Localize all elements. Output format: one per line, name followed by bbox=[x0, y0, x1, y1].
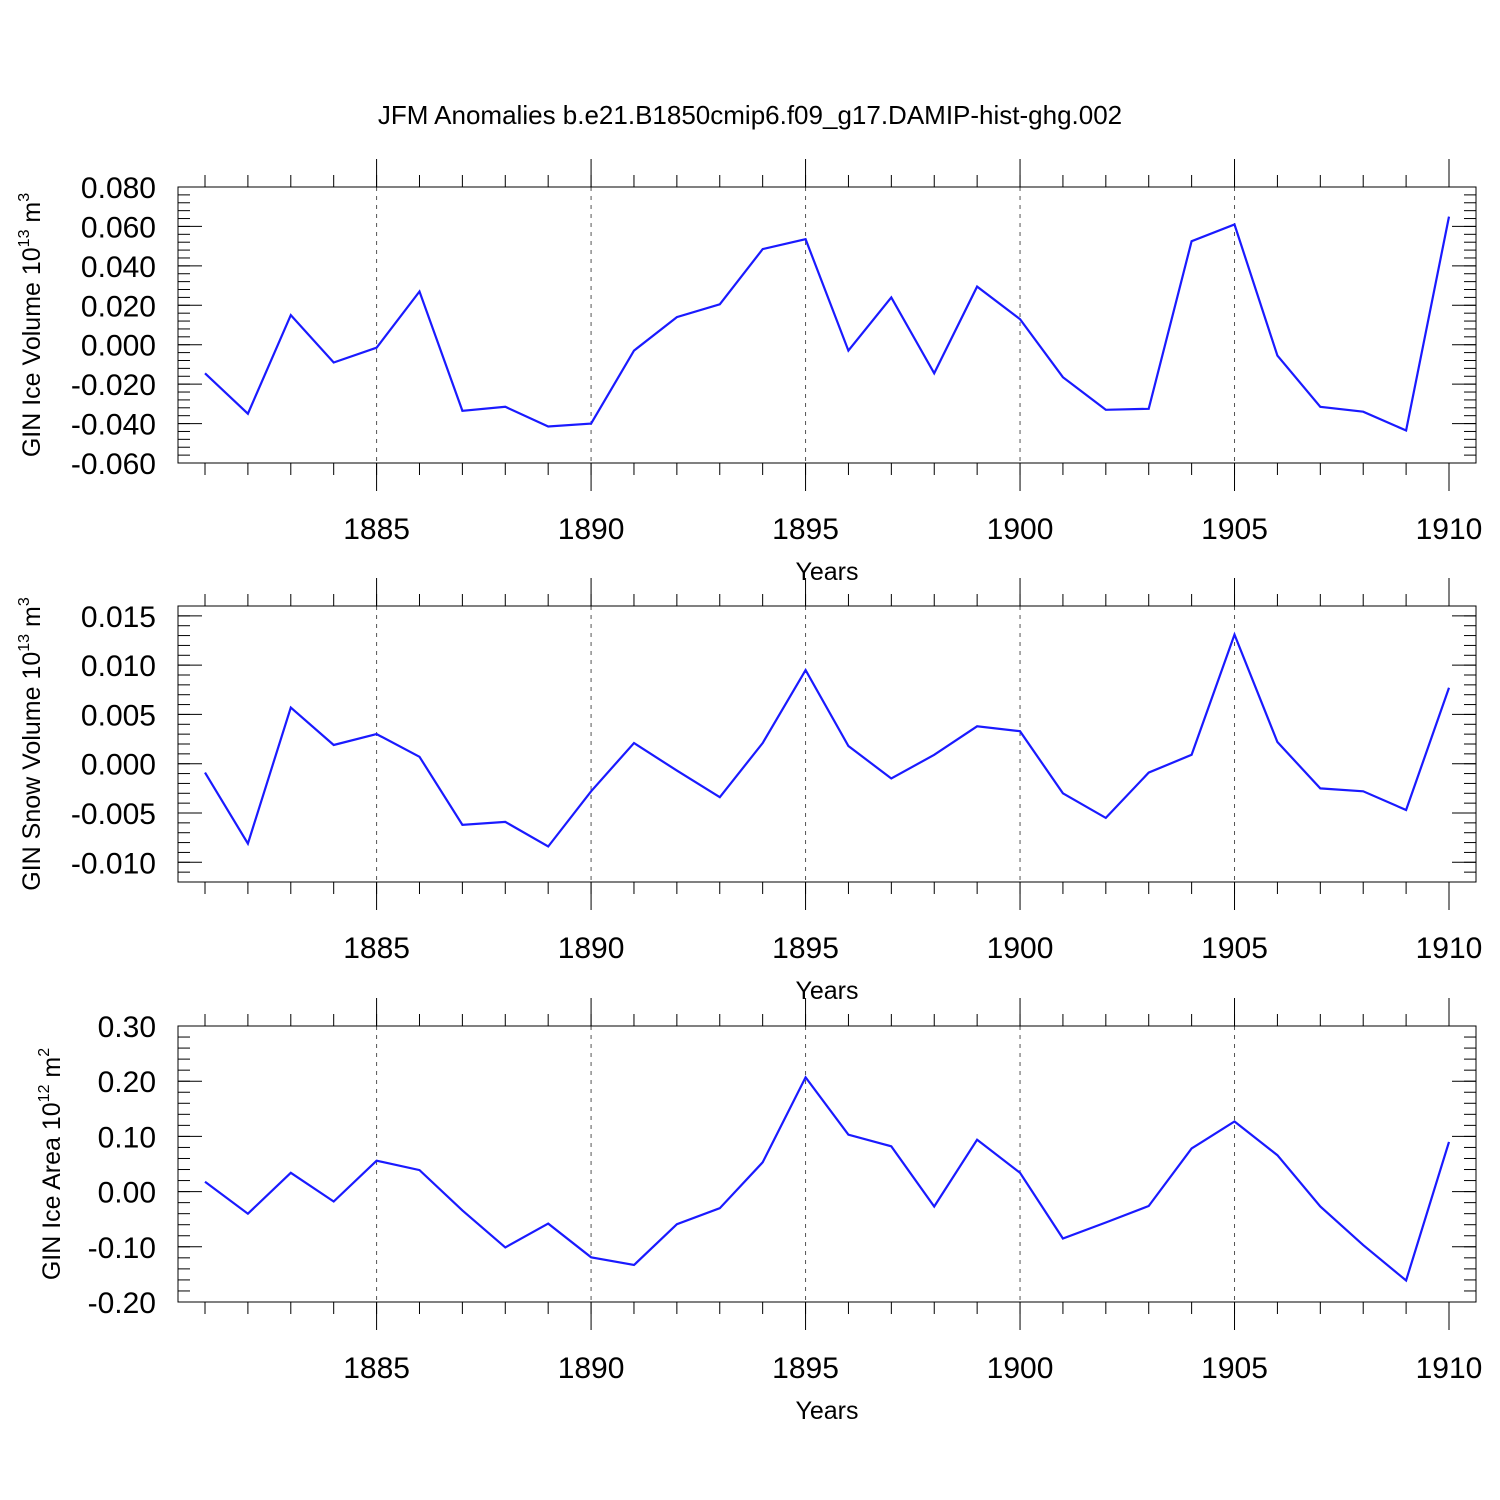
x-axis-title: Years bbox=[795, 1397, 858, 1425]
x-tick-label: 1905 bbox=[1201, 932, 1268, 965]
y-tick-label: -0.040 bbox=[71, 409, 156, 442]
y-tick-label: -0.020 bbox=[71, 369, 156, 402]
y-axis-title-unit-exponent: 3 bbox=[16, 193, 33, 202]
plot-frame bbox=[177, 186, 1477, 464]
x-tick-label: 1895 bbox=[772, 513, 839, 546]
y-axis-title-unit: m bbox=[38, 1057, 66, 1085]
y-tick-label: 0.020 bbox=[81, 290, 156, 323]
y-tick-label: 0.20 bbox=[98, 1066, 156, 1099]
x-axis-title: Years bbox=[795, 558, 858, 586]
y-tick-label: 0.00 bbox=[98, 1177, 156, 1210]
y-axis-title-main: GIN Ice Volume 10 bbox=[18, 247, 46, 457]
series-line bbox=[204, 631, 1451, 848]
plot-frame bbox=[177, 1025, 1477, 1303]
x-tick-label: 1895 bbox=[772, 932, 839, 965]
x-tick-label: 1885 bbox=[343, 932, 410, 965]
y-tick-label: 0.080 bbox=[81, 172, 156, 205]
y-axis-title-main: GIN Snow Volume 10 bbox=[18, 652, 46, 891]
snow-volume-panel: -0.010 -0.005 0.000 0.005 0.010 0.015 1885 1890… bbox=[16, 578, 1482, 1005]
x-tick-label: 1900 bbox=[987, 1352, 1054, 1385]
y-axis-title-exponent: 13 bbox=[16, 229, 33, 247]
x-tick-label: 1910 bbox=[1416, 932, 1483, 965]
y-tick-label: -0.10 bbox=[88, 1232, 156, 1265]
y-tick-label: 0.005 bbox=[81, 699, 156, 732]
y-tick-label: 0.015 bbox=[81, 601, 156, 634]
x-tick-label: 1900 bbox=[987, 513, 1054, 546]
x-tick-label: 1890 bbox=[558, 932, 625, 965]
x-tick-label: 1910 bbox=[1416, 513, 1483, 546]
ice-area-panel: -0.20 -0.10 0.00 0.10 0.20 0.30 1885 1890 1895 19… bbox=[36, 998, 1482, 1425]
y-axis-title-unit: m bbox=[18, 606, 46, 634]
y-axis-title-exponent: 13 bbox=[16, 634, 33, 652]
series-line bbox=[204, 216, 1451, 433]
y-axis-title: GIN Ice Area 1012 m2 bbox=[36, 1048, 66, 1280]
y-tick-label: 0.040 bbox=[81, 251, 156, 284]
x-tick-label: 1895 bbox=[772, 1352, 839, 1385]
x-tick-label: 1910 bbox=[1416, 1352, 1483, 1385]
x-tick-label: 1905 bbox=[1201, 513, 1268, 546]
plot-frame bbox=[177, 605, 1477, 883]
y-tick-label: 0.30 bbox=[98, 1011, 156, 1044]
y-axis-title-main: GIN Ice Area 10 bbox=[38, 1102, 66, 1280]
y-axis-title: GIN Ice Volume 1013 m3 bbox=[16, 193, 46, 457]
y-axis-title: GIN Snow Volume 1013 m3 bbox=[16, 597, 46, 891]
y-axis-title-exponent: 12 bbox=[36, 1084, 53, 1102]
y-tick-label: 0.000 bbox=[81, 330, 156, 363]
x-tick-label: 1890 bbox=[558, 1352, 625, 1385]
series-line bbox=[204, 1075, 1451, 1283]
y-tick-label: 0.010 bbox=[81, 650, 156, 683]
y-tick-label: -0.060 bbox=[71, 448, 156, 481]
y-tick-label: -0.005 bbox=[71, 798, 156, 831]
y-tick-label: -0.20 bbox=[88, 1287, 156, 1320]
y-axis-title-unit-exponent: 3 bbox=[16, 597, 33, 606]
ice-volume-panel: -0.060 -0.040 -0.020 0.000 0.020 0.040 0.060 0.… bbox=[16, 159, 1482, 586]
x-tick-label: 1890 bbox=[558, 513, 625, 546]
x-axis-title: Years bbox=[795, 977, 858, 1005]
y-tick-label: 0.10 bbox=[98, 1121, 156, 1154]
x-tick-label: 1885 bbox=[343, 1352, 410, 1385]
y-tick-label: -0.010 bbox=[71, 847, 156, 880]
x-tick-label: 1900 bbox=[987, 932, 1054, 965]
x-tick-label: 1905 bbox=[1201, 1352, 1268, 1385]
y-axis-title-unit: m bbox=[18, 202, 46, 230]
y-tick-label: 0.060 bbox=[81, 211, 156, 244]
y-axis-title-unit-exponent: 2 bbox=[36, 1048, 53, 1057]
y-tick-label: 0.000 bbox=[81, 749, 156, 782]
figure-title: JFM Anomalies b.e21.B1850cmip6.f09_g17.D… bbox=[378, 100, 1122, 130]
x-tick-label: 1885 bbox=[343, 513, 410, 546]
